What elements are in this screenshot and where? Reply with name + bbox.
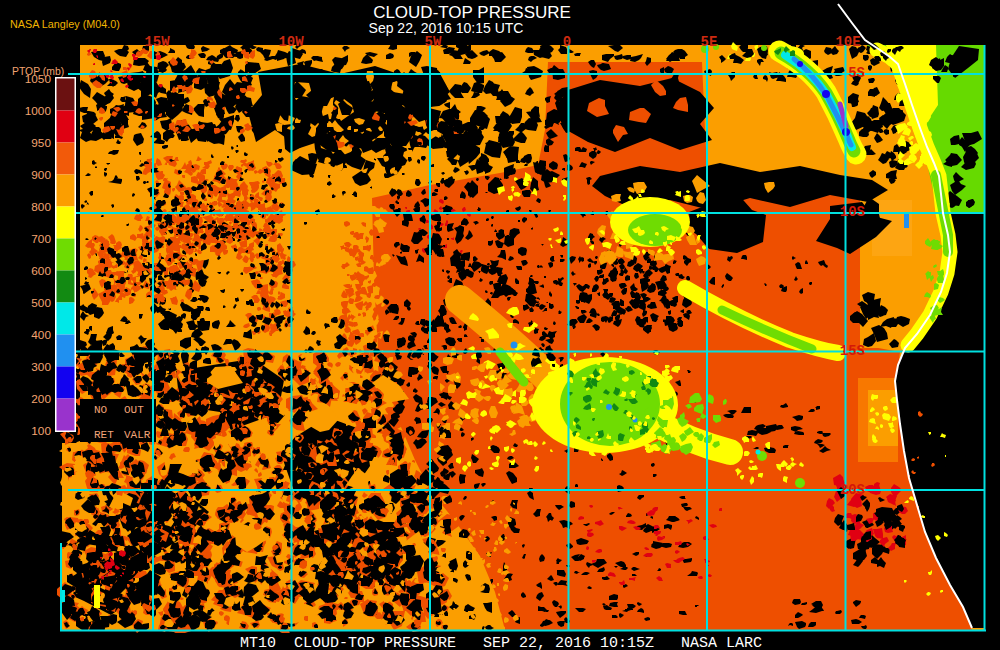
- svg-text:10E: 10E: [835, 34, 860, 50]
- svg-text:RET: RET: [94, 429, 114, 441]
- svg-text:VALR: VALR: [124, 429, 151, 441]
- svg-text:400: 400: [31, 328, 51, 342]
- svg-text:10W: 10W: [278, 34, 304, 50]
- svg-text:800: 800: [31, 200, 51, 214]
- svg-text:900: 900: [31, 168, 51, 182]
- svg-text:NO: NO: [94, 404, 108, 416]
- svg-text:PTOP (mb): PTOP (mb): [12, 66, 64, 77]
- svg-text:300: 300: [31, 360, 51, 374]
- svg-text:700: 700: [31, 232, 51, 246]
- svg-text:500: 500: [31, 296, 51, 310]
- svg-text:1000: 1000: [25, 104, 52, 118]
- svg-text:MT10 CLOUD-TOP PRESSURE SEP: MT10 CLOUD-TOP PRESSURE SEP 22, 2016 10:…: [240, 635, 762, 650]
- svg-text:5S: 5S: [848, 65, 865, 81]
- svg-text:OUT: OUT: [124, 404, 144, 416]
- svg-text:5W: 5W: [425, 34, 442, 50]
- svg-text:100: 100: [31, 424, 51, 438]
- svg-text:950: 950: [31, 136, 51, 150]
- svg-text:20S: 20S: [840, 482, 865, 498]
- svg-text:600: 600: [31, 264, 51, 278]
- svg-text:10S: 10S: [840, 204, 865, 220]
- svg-text:NASA Langley (M04.0): NASA Langley (M04.0): [10, 18, 120, 30]
- svg-text:15S: 15S: [840, 343, 865, 359]
- svg-text:5E: 5E: [701, 34, 718, 50]
- svg-text:0: 0: [563, 34, 571, 50]
- svg-text:Sep 22, 2016 10:15 UTC: Sep 22, 2016 10:15 UTC: [369, 20, 524, 36]
- svg-text:200: 200: [31, 392, 51, 406]
- svg-text:15W: 15W: [144, 34, 170, 50]
